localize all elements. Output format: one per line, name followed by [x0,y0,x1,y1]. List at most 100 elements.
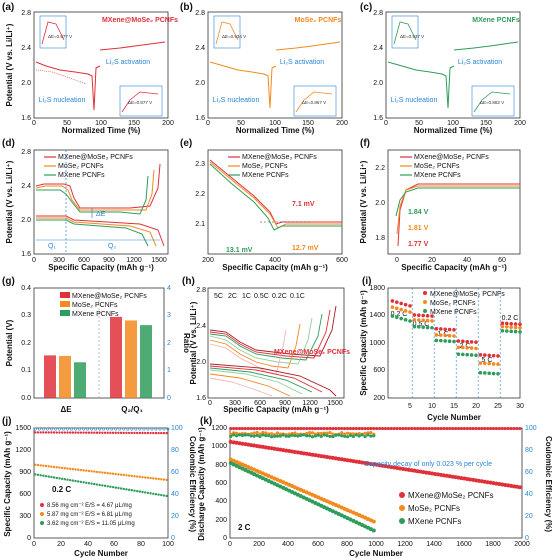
legend-j: 8.56 mg cm⁻² E/S = 4.67 μL/mg 5.87 mg cm… [40,503,135,527]
svg-text:0.2C: 0.2C [272,293,287,300]
capacity-point-1 [136,475,138,477]
rate-point-2 [474,353,478,357]
capacity-point-1 [123,474,125,476]
ce-point-0 [404,427,407,430]
svg-text:600: 600 [336,257,348,264]
svg-text:100: 100 [95,120,107,127]
rate-label-k: 2 C [238,523,251,532]
ce-point-2 [361,433,364,436]
ce-point-1 [276,431,279,434]
ce-point-1 [340,431,343,434]
rate-point-2 [430,326,434,330]
capacity-point-2 [101,484,103,486]
ce-point-1 [363,432,366,435]
rate-point-2 [443,339,447,343]
capacity-point-0 [45,431,47,433]
svg-text:600: 600 [373,367,385,374]
panel-k: (k) Cycle Number Discharge Capacity (mAh… [197,416,553,558]
rate-point-2 [509,330,513,334]
svg-text:60: 60 [110,541,118,548]
capacity-point-0 [104,432,106,434]
capacity-point-1 [61,467,63,469]
capacity-point-0 [64,431,66,433]
ce-point-1 [270,432,273,435]
ce-point-2 [325,434,328,437]
rate-point-0 [391,299,395,303]
svg-text:0: 0 [171,535,175,542]
legend-k: MXene@MoSe₂ PCNFs MoSe₂ PCNFs MXene PCNF… [399,491,493,526]
svg-text:200: 200 [253,541,265,548]
ce-point-2 [305,434,308,437]
svg-text:2.0: 2.0 [21,80,31,87]
ce-point-2 [258,435,261,438]
capacity-point-0 [82,431,84,433]
svg-text:2.2: 2.2 [195,191,205,198]
capacity-point-0 [96,432,98,434]
rate-point-1 [514,326,518,330]
capacity-point-2 [133,490,135,492]
capacity-point-0 [74,431,76,433]
ce-point-0 [288,427,291,430]
rate-point-0 [509,322,513,326]
capacity-point-1 [37,464,39,466]
ce-point-0 [416,427,419,430]
xlabel-a: Normalized Time (%) [62,126,141,135]
capacity-point-0 [155,432,157,434]
ce-point-0 [296,427,299,430]
capacity-point-1 [80,469,82,471]
rate-point-1 [518,326,522,330]
capacity-point-1 [112,473,114,475]
rate-point-2 [465,353,469,357]
rate-point-1 [448,334,452,338]
capacity-point-1 [117,473,119,475]
svg-text:(c): (c) [360,2,372,13]
legend-d: MXene@MoSe₂ PCNFs MoSe₂ PCNFs MXene PCNF… [44,154,133,179]
ce-point-1 [311,431,314,434]
rate-point-0 [474,340,478,344]
rate-point-0 [487,354,491,358]
ce-point-2 [296,434,299,437]
rate-point-2 [483,371,487,375]
xlabel-c: Normalized Time (%) [414,126,493,135]
ce-point-0 [469,427,472,430]
svg-text:(d): (d) [2,138,15,149]
rate-point-1 [408,310,412,314]
rate-point-2 [417,325,421,329]
capacity-point-1 [115,473,117,475]
svg-text:0.1: 0.1 [21,367,31,374]
ce-point-2 [308,434,311,437]
capacity-point-1 [58,466,60,468]
ce-point-2 [372,434,375,437]
ce-point-0 [273,427,276,430]
panel-h: (h) Specific Capacity (mAh g⁻¹) Potentia… [182,276,350,414]
delta-e-a-bot: ΔE=0.877 V [128,100,152,105]
rate-point-1 [443,334,447,338]
svg-text:(f): (f) [360,138,370,149]
ce-point-2 [238,433,241,436]
ce-point-2 [314,434,317,437]
svg-text:2.4: 2.4 [373,45,383,52]
capacity-point-0 [107,432,109,434]
rate-point-0 [443,327,447,331]
ce-point-0 [229,427,232,430]
capacity-point-2 [42,475,44,477]
svg-text:60: 60 [171,469,179,476]
rate-point-2 [404,318,408,322]
ce-point-0 [258,427,261,430]
svg-text:1800: 1800 [369,285,385,292]
rate-point-0 [408,304,412,308]
svg-text:MoSe₂ PCNFs: MoSe₂ PCNFs [242,163,288,170]
ce-point-2 [282,433,285,436]
capacity-point-2 [58,477,60,479]
series-label-h: MXene@MoSe₂ PCNFs [274,349,350,356]
svg-text:40: 40 [84,541,92,548]
capacity-point-2 [117,487,119,489]
rate-point-1 [461,346,465,350]
ce-point-1 [255,431,258,434]
capacity-point-1 [107,472,109,474]
ce-point-1 [328,431,331,434]
ce-point-2 [293,434,296,437]
rate-point-1 [426,319,430,323]
rate-point-2 [395,315,399,319]
annot-7-1: 7.1 mV [292,201,315,208]
